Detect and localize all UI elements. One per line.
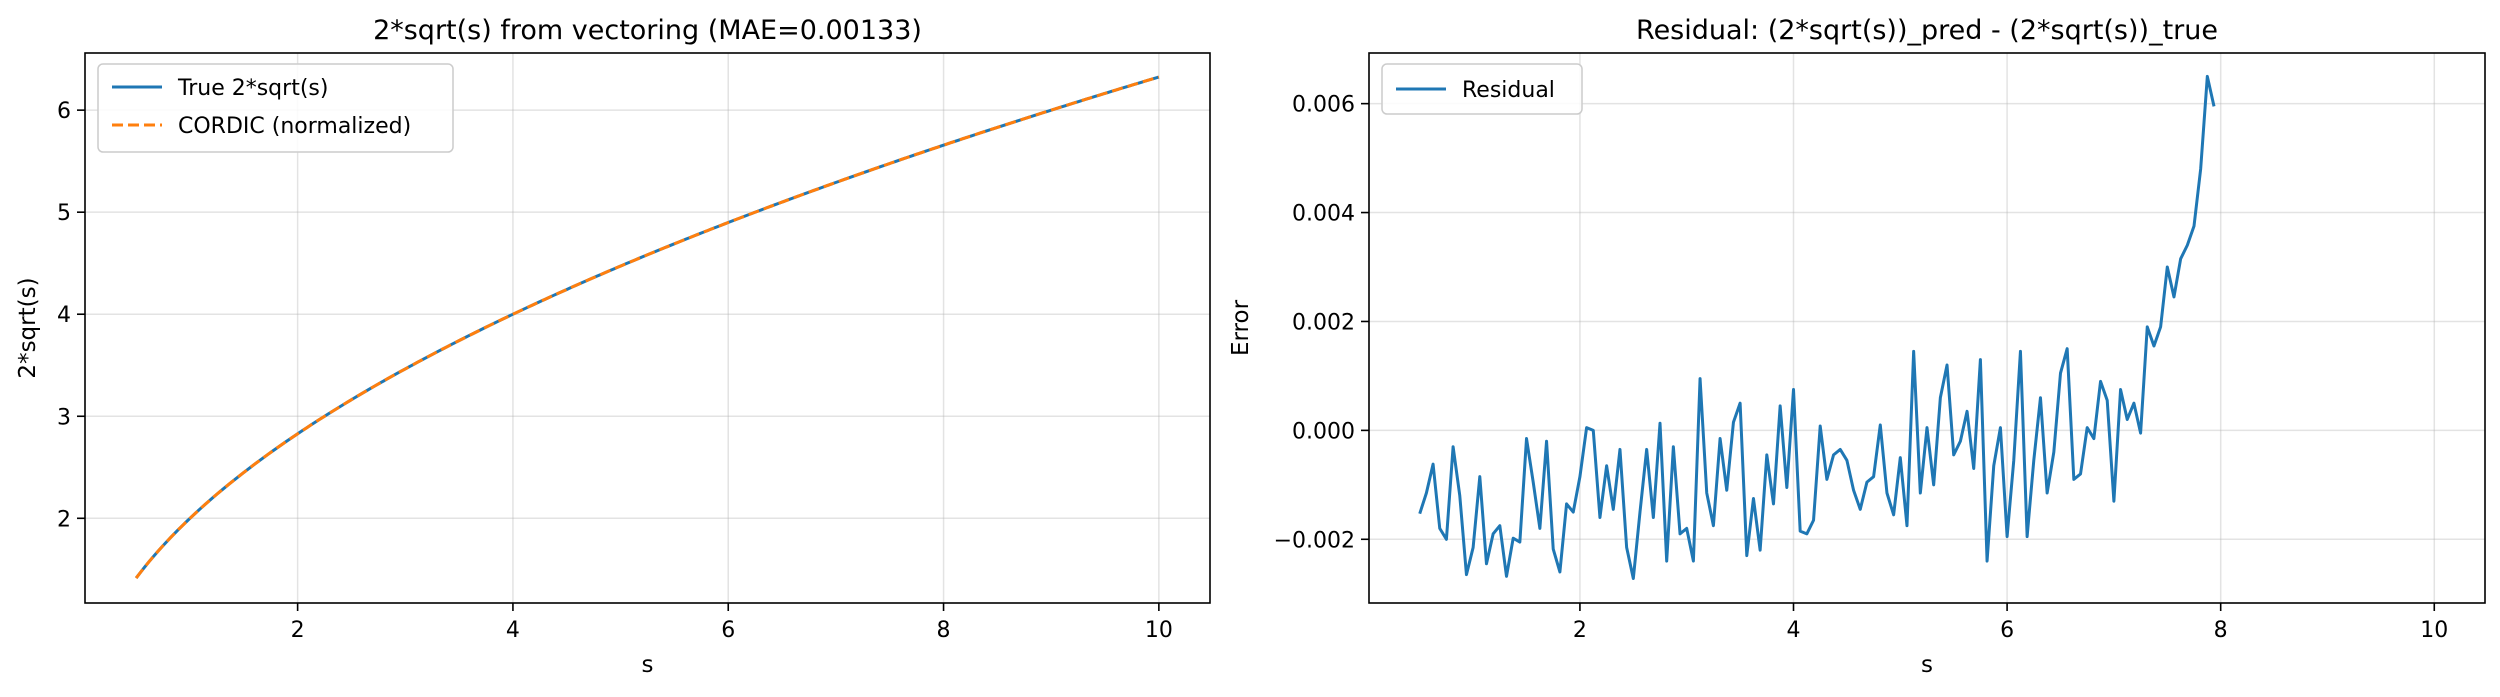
left-series-line-2	[134, 75, 1160, 579]
left-chart-title: 2*sqrt(s) from vectoring (MAE=0.00133)	[373, 15, 922, 46]
right-y-tick-label: 0.004	[1292, 202, 1355, 227]
left-y-tick-label: 4	[57, 303, 71, 328]
left-y-tick-label: 6	[57, 99, 71, 124]
left-legend-label-cordic: CORDIC (normalized)	[178, 114, 411, 139]
right-x-tick-label: 10	[2420, 618, 2448, 643]
left-chart-y-axis-label: 2*sqrt(s)	[15, 277, 41, 378]
right-legend-label-residual: Residual	[1462, 78, 1555, 103]
right-x-tick-label: 2	[1573, 618, 1587, 643]
left-x-tick-label: 4	[506, 618, 520, 643]
right-y-tick-label: 0.002	[1292, 310, 1355, 335]
right-chart-series	[1418, 74, 2216, 580]
right-chart-title: Residual: (2*sqrt(s))_pred - (2*sqrt(s))…	[1636, 15, 2218, 46]
right-chart-x-axis-label: s	[1921, 652, 1933, 678]
right-y-tick-label: −0.002	[1274, 528, 1355, 553]
left-chart-grid	[85, 53, 1210, 603]
right-chart-grid	[1369, 53, 2485, 603]
left-x-tick-label: 10	[1145, 618, 1173, 643]
left-legend-label-true: True 2*sqrt(s)	[177, 76, 328, 101]
left-chart-y-ticks: 2 3 4 5 6	[57, 99, 85, 532]
right-chart-y-axis-label: Error	[1228, 299, 1254, 356]
left-chart-x-ticks: 2 4 6 8 10	[291, 603, 1173, 643]
right-chart-y-ticks: −0.002 0.000 0.002 0.004 0.006	[1274, 93, 1369, 553]
left-x-tick-label: 8	[937, 618, 951, 643]
left-legend-box	[97, 63, 454, 153]
right-legend-box	[1381, 63, 1583, 115]
left-y-tick-label: 5	[57, 201, 71, 226]
right-chart: Residual: (2*sqrt(s))_pred - (2*sqrt(s))…	[1228, 15, 2486, 678]
left-y-tick-label: 3	[57, 405, 71, 430]
right-x-tick-label: 6	[2000, 618, 2014, 643]
left-x-tick-label: 2	[291, 618, 305, 643]
left-chart-x-axis-label: s	[642, 652, 654, 678]
left-chart: 2*sqrt(s) from vectoring (MAE=0.00133) 2…	[15, 15, 1211, 678]
right-series-line-1	[1418, 74, 2216, 580]
right-chart-frame	[1368, 52, 2486, 604]
right-chart-legend: Residual	[1381, 63, 1583, 115]
left-y-tick-label: 2	[57, 507, 71, 532]
left-x-tick-label: 6	[721, 618, 735, 643]
left-chart-legend: True 2*sqrt(s) CORDIC (normalized)	[97, 63, 454, 153]
left-chart-frame	[84, 52, 1211, 604]
right-chart-x-ticks: 2 4 6 8 10	[1573, 603, 2448, 643]
right-x-tick-label: 4	[1787, 618, 1801, 643]
right-y-tick-label: 0.006	[1292, 93, 1355, 118]
right-x-tick-label: 8	[2214, 618, 2228, 643]
right-y-tick-label: 0.000	[1292, 419, 1355, 444]
left-chart-series	[134, 75, 1160, 579]
